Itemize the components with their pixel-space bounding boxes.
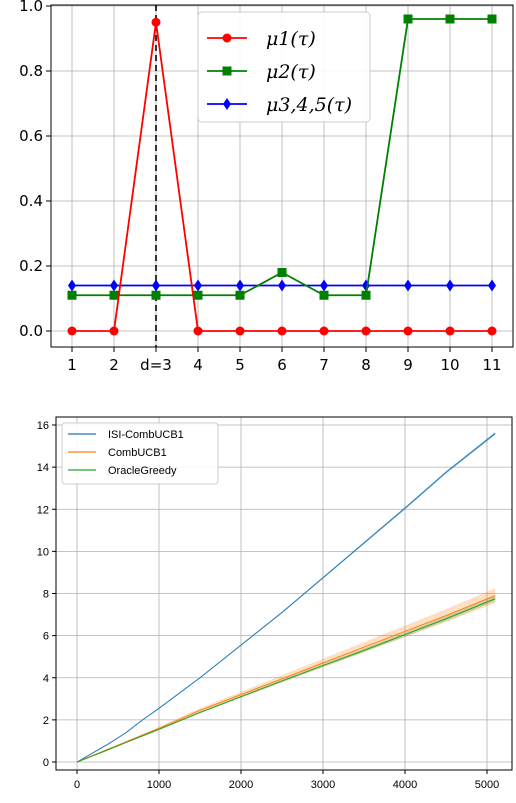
legend-box <box>197 11 371 123</box>
legend-label: OracleGreedy <box>108 465 177 477</box>
chart-top: 1 2 d=3 4 5 6 7 8 9 10 110.00.20.40.60.81.0 μ1(τ)μ… <box>19 0 514 374</box>
x-tick-label: d=3 <box>140 356 172 374</box>
y-tick-label: 2 <box>43 715 49 727</box>
data-point <box>361 290 371 300</box>
data-point <box>361 326 371 336</box>
data-point <box>67 326 77 336</box>
x-tick-label: 0 <box>74 779 80 791</box>
data-point <box>235 290 245 300</box>
y-tick-label: 1.0 <box>19 0 43 15</box>
x-tick-label: 10 <box>440 356 459 374</box>
data-point <box>445 14 455 24</box>
data-point <box>445 326 455 336</box>
legend-box <box>61 422 219 485</box>
y-tick-label: 0.4 <box>19 192 43 210</box>
x-tick-label: 5 <box>235 356 245 374</box>
data-point <box>152 279 160 292</box>
data-point <box>319 290 329 300</box>
data-point <box>278 279 286 292</box>
x-tick-label: 4 <box>193 356 203 374</box>
x-tick-label: 3000 <box>311 779 335 791</box>
chart-bottom-legend: ISI-CombUCB1 CombUCB1 OracleGreedy <box>61 422 219 485</box>
series-3 <box>68 279 496 292</box>
chart-top-series <box>67 5 497 347</box>
data-point <box>193 290 203 300</box>
data-point <box>277 268 287 277</box>
y-tick-label: 16 <box>37 420 49 432</box>
data-point <box>320 279 328 292</box>
chart-bottom-grid <box>56 417 512 770</box>
x-tick-label: 9 <box>403 356 413 374</box>
data-point <box>487 14 497 24</box>
x-tick-label: 7 <box>319 356 329 374</box>
data-point <box>236 279 244 292</box>
data-point <box>235 326 245 336</box>
data-point <box>109 290 119 300</box>
y-tick-label: 12 <box>37 504 49 516</box>
legend-marker <box>222 33 232 43</box>
series-line <box>76 598 496 763</box>
legend-label: μ2(τ) <box>266 61 316 83</box>
data-point <box>277 326 287 336</box>
chart-bottom-ticks: 0 1000 2000 3000 4000 5000 0 2 4 6 8 10 12 14 16 <box>37 420 499 791</box>
x-tick-label: 2 <box>109 356 119 374</box>
legend-label: ISI-CombUCB1 <box>108 429 184 441</box>
data-point <box>193 326 203 336</box>
y-tick-label: 0 <box>43 757 49 769</box>
data-point <box>446 279 454 292</box>
data-point <box>404 279 412 292</box>
x-tick-label: 8 <box>361 356 371 374</box>
x-tick-label: 11 <box>482 356 501 374</box>
x-tick-label: 5000 <box>475 779 499 791</box>
data-point <box>194 279 202 292</box>
series-line <box>76 433 496 763</box>
data-point <box>110 279 118 292</box>
chart-bottom-series <box>76 433 496 763</box>
legend-label: μ3,4,5(τ) <box>266 94 352 116</box>
y-tick-label: 10 <box>37 546 49 558</box>
y-tick-label: 6 <box>43 631 49 643</box>
y-tick-label: 0.6 <box>19 127 43 145</box>
data-point <box>319 326 329 336</box>
series-line <box>76 595 496 763</box>
y-tick-label: 14 <box>37 462 49 474</box>
x-tick-label: 2000 <box>229 779 253 791</box>
y-tick-label: 8 <box>43 589 49 601</box>
y-tick-label: 0.8 <box>19 62 43 80</box>
series-1 <box>67 17 497 336</box>
chart-top-legend: μ1(τ) μ2(τ) μ3,4,5(τ) <box>197 11 371 123</box>
legend-label: CombUCB1 <box>108 447 167 459</box>
legend-marker <box>222 66 232 76</box>
y-tick-label: 0.0 <box>19 322 43 340</box>
data-point <box>151 17 161 27</box>
chart-top-ticks: 1 2 d=3 4 5 6 7 8 9 10 11 0.0 0.2 0.4 0.6 0.8 1.0 <box>19 0 501 374</box>
data-point <box>67 290 77 300</box>
data-point <box>403 326 413 336</box>
chart-bottom: 0 1000 2000 3000 4000 5000 0 2 4 6 8 10 12 14 16 ISI-C… <box>37 416 513 791</box>
data-point <box>109 326 119 336</box>
x-tick-label: 4000 <box>393 779 417 791</box>
data-point <box>487 326 497 336</box>
x-tick-label: 6 <box>277 356 287 374</box>
x-tick-label: 1 <box>67 356 77 374</box>
y-tick-label: 0.2 <box>19 257 43 275</box>
data-point <box>68 279 76 292</box>
legend-label: μ1(τ) <box>266 28 316 50</box>
data-point <box>488 279 496 292</box>
x-tick-label: 1000 <box>147 779 171 791</box>
legend-marker <box>223 98 231 110</box>
data-point <box>403 14 413 24</box>
y-tick-label: 4 <box>43 673 49 685</box>
data-point <box>151 290 161 300</box>
series-2 <box>67 14 497 300</box>
